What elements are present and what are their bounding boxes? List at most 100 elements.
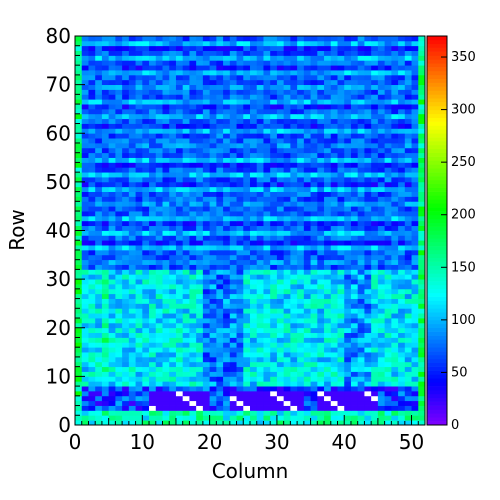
heatmap-cell	[283, 356, 291, 363]
heatmap-cell	[182, 356, 190, 363]
colorbar-step	[427, 211, 447, 216]
heatmap-cell	[216, 201, 224, 207]
heatmap-cell	[290, 157, 298, 163]
heatmap-cell	[330, 386, 338, 392]
heatmap-cell	[115, 405, 123, 411]
heatmap-cell	[216, 181, 224, 188]
heatmap-cell	[324, 283, 332, 290]
heatmap-cell	[115, 152, 123, 158]
heatmap-cell	[182, 274, 190, 280]
heatmap-cell	[404, 70, 412, 76]
heatmap-cell	[404, 186, 412, 192]
heatmap-cell	[202, 254, 211, 261]
heatmap-cell	[270, 167, 278, 173]
heatmap-cell	[81, 162, 89, 168]
heatmap-cell	[371, 79, 379, 86]
heatmap-cell	[310, 313, 318, 319]
heatmap-cell	[95, 283, 103, 290]
heatmap-cell	[250, 249, 258, 256]
heatmap-cell	[236, 113, 244, 120]
heatmap-cell	[142, 332, 150, 338]
heatmap-cell	[182, 259, 190, 265]
heatmap-cell	[337, 381, 345, 387]
heatmap-cell	[310, 133, 318, 139]
heatmap-cell	[337, 167, 345, 173]
heatmap-cell	[95, 99, 103, 105]
heatmap-cell	[350, 352, 359, 358]
heatmap-cell	[290, 186, 298, 192]
heatmap-cell	[391, 390, 399, 397]
heatmap-cell	[155, 157, 163, 163]
heatmap-cell	[398, 201, 406, 207]
heatmap-cell	[283, 318, 291, 324]
heatmap-cell	[256, 142, 264, 149]
heatmap-cell	[263, 36, 271, 42]
heatmap-cell	[364, 366, 372, 372]
heatmap-cell	[223, 138, 231, 144]
heatmap-cell	[142, 40, 150, 47]
heatmap-cell	[149, 152, 157, 158]
heatmap-cell	[256, 274, 264, 280]
heatmap-cell	[155, 230, 163, 236]
heatmap-cell	[391, 50, 399, 56]
colorbar-step	[427, 43, 447, 48]
heatmap-cell	[142, 337, 150, 343]
heatmap-cell	[135, 123, 143, 129]
heatmap-cell	[115, 177, 123, 183]
heatmap-cell	[250, 332, 258, 338]
heatmap-cell	[202, 303, 211, 309]
heatmap-cell	[122, 259, 130, 265]
heatmap-cell	[357, 84, 365, 90]
heatmap-cell	[209, 279, 217, 285]
heatmap-cell	[377, 181, 386, 188]
heatmap-cell	[128, 356, 136, 363]
heatmap-cell	[169, 123, 177, 129]
heatmap-cell	[122, 99, 130, 105]
colorbar-step	[427, 226, 447, 231]
heatmap-cell	[310, 162, 318, 168]
heatmap-cell	[270, 371, 278, 377]
heatmap-cell	[404, 36, 412, 42]
heatmap-cell	[317, 235, 325, 241]
heatmap-cell	[371, 371, 379, 377]
heatmap-cell	[404, 181, 412, 188]
heatmap-cell	[128, 172, 136, 178]
heatmap-cell	[290, 191, 298, 197]
heatmap-cell	[330, 327, 338, 334]
heatmap-cell	[391, 245, 399, 251]
heatmap-cell	[189, 347, 197, 353]
heatmap-cell	[357, 225, 365, 231]
heatmap-cell	[155, 84, 163, 90]
heatmap-cell	[216, 308, 224, 314]
heatmap-cell	[128, 274, 136, 280]
heatmap-cell	[202, 225, 211, 231]
heatmap-cell	[350, 167, 359, 173]
heatmap-cell	[303, 269, 311, 275]
heatmap-cell	[243, 152, 251, 158]
heatmap-cell	[364, 186, 372, 192]
heatmap-cell	[169, 308, 177, 314]
heatmap-cell	[290, 415, 298, 421]
heatmap-cell	[101, 395, 110, 402]
heatmap-cell	[270, 89, 278, 95]
heatmap-cell	[317, 249, 325, 256]
heatmap-cell	[297, 191, 305, 197]
colorbar-step	[427, 160, 447, 165]
heatmap-cell	[229, 376, 237, 382]
heatmap-cell	[149, 89, 157, 95]
heatmap-cell	[371, 405, 379, 411]
heatmap-cell	[290, 322, 298, 329]
heatmap-cell	[263, 400, 271, 406]
heatmap-cell	[243, 405, 251, 411]
heatmap-cell	[324, 245, 332, 251]
heatmap-cell	[128, 138, 136, 144]
heatmap-cell	[330, 152, 338, 158]
heatmap-cell	[149, 308, 157, 314]
heatmap-cell	[189, 342, 197, 348]
heatmap-cell	[371, 342, 379, 348]
heatmap-cell	[317, 254, 325, 261]
colorbar-step	[427, 218, 447, 224]
heatmap-cell	[357, 167, 365, 173]
heatmap-cell	[88, 181, 96, 188]
heatmap-cell	[283, 386, 291, 392]
